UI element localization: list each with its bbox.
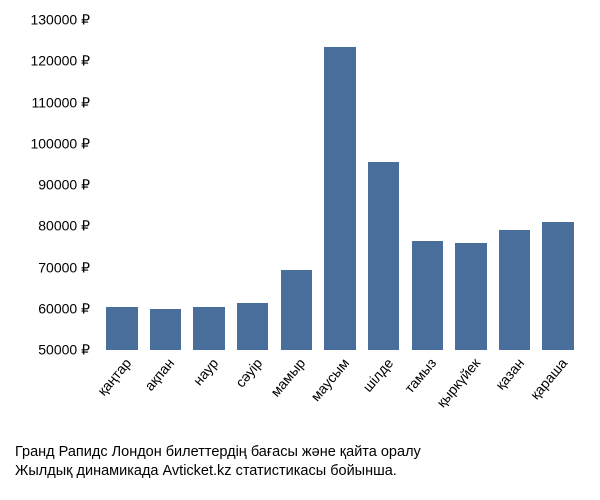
bar bbox=[324, 47, 355, 350]
bar bbox=[542, 222, 573, 350]
x-tick-label: маусым bbox=[307, 355, 352, 404]
y-tick-label: 130000 ₽ bbox=[30, 12, 90, 29]
plot-area bbox=[100, 20, 580, 350]
bar bbox=[237, 303, 268, 350]
x-tick-label: қыркүйек bbox=[433, 355, 483, 410]
y-tick-label: 60000 ₽ bbox=[38, 300, 90, 317]
caption-line-1: Гранд Рапидс Лондон билеттердің бағасы ж… bbox=[15, 443, 421, 463]
bar bbox=[106, 307, 137, 350]
x-tick-label: тамыз bbox=[401, 355, 439, 396]
chart-caption: Гранд Рапидс Лондон билеттердің бағасы ж… bbox=[15, 443, 421, 482]
bar bbox=[412, 241, 443, 350]
x-tick-label: қараша bbox=[527, 355, 570, 402]
y-axis-labels: 50000 ₽60000 ₽70000 ₽80000 ₽90000 ₽10000… bbox=[0, 20, 95, 350]
bar bbox=[193, 307, 224, 350]
chart-container: 50000 ₽ 60000 ₽ 70000 ₽ 80000 ₽ 90000 ₽ 10000… bbox=[0, 0, 600, 500]
bar bbox=[281, 270, 312, 350]
x-tick-label: қаңтар bbox=[94, 355, 134, 399]
x-tick-label: наур bbox=[190, 355, 222, 388]
bar bbox=[499, 230, 530, 350]
x-axis-labels: қаңтарақпаннаурсәуірмамырмаусымшілдетамы… bbox=[100, 355, 580, 445]
bar bbox=[368, 162, 399, 350]
y-tick-label: 50000 ₽ bbox=[38, 342, 90, 359]
y-tick-label: 90000 ₽ bbox=[38, 177, 90, 194]
caption-line-2: Жылдық динамикада Avticket.kz статистика… bbox=[15, 462, 421, 482]
x-tick-label: мамыр bbox=[268, 355, 309, 400]
y-tick-label: 80000 ₽ bbox=[38, 218, 90, 235]
bar bbox=[150, 309, 181, 350]
x-tick-label: сәуір bbox=[232, 355, 265, 390]
y-tick-label: 100000 ₽ bbox=[30, 135, 90, 152]
bar bbox=[455, 243, 486, 350]
x-tick-label: қазан bbox=[492, 355, 527, 393]
y-tick-label: 70000 ₽ bbox=[38, 259, 90, 276]
x-tick-label: ақпан bbox=[142, 355, 178, 394]
y-tick-label: 110000 ₽ bbox=[32, 94, 90, 111]
x-tick-label: шілде bbox=[359, 355, 396, 395]
y-tick-label: 120000 ₽ bbox=[30, 53, 90, 70]
